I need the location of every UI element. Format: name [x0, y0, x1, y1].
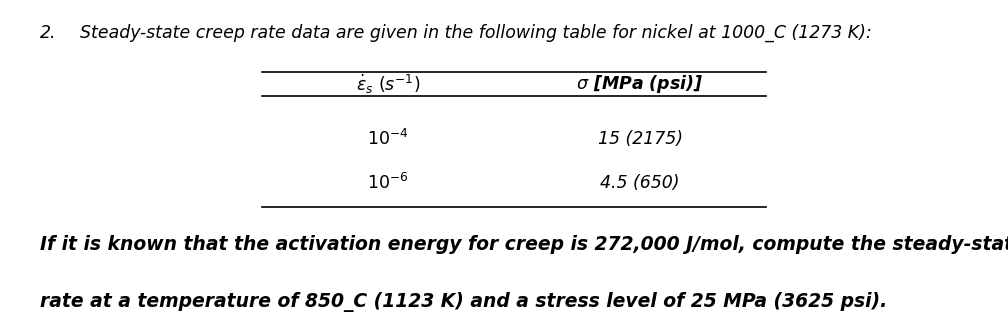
Text: Steady-state creep rate data are given in the following table for nickel at 1000: Steady-state creep rate data are given i…	[69, 24, 871, 42]
Text: If it is known that the activation energy for creep is 272,000 J/mol, compute th: If it is known that the activation energ…	[40, 235, 1008, 254]
Text: 15 (2175): 15 (2175)	[598, 130, 682, 149]
Text: 2.: 2.	[40, 24, 56, 42]
Text: $\sigma$ [MPa (psi)]: $\sigma$ [MPa (psi)]	[577, 73, 704, 95]
Text: $10^{-4}$: $10^{-4}$	[367, 129, 409, 150]
Text: $10^{-6}$: $10^{-6}$	[367, 173, 409, 193]
Text: 4.5 (650): 4.5 (650)	[601, 174, 679, 192]
Text: rate at a temperature of 850_C (1123 K) and a stress level of 25 MPa (3625 psi).: rate at a temperature of 850_C (1123 K) …	[40, 292, 888, 312]
Text: $\dot{\varepsilon}_s \ (s^{-1})$: $\dot{\varepsilon}_s \ (s^{-1})$	[356, 72, 420, 96]
